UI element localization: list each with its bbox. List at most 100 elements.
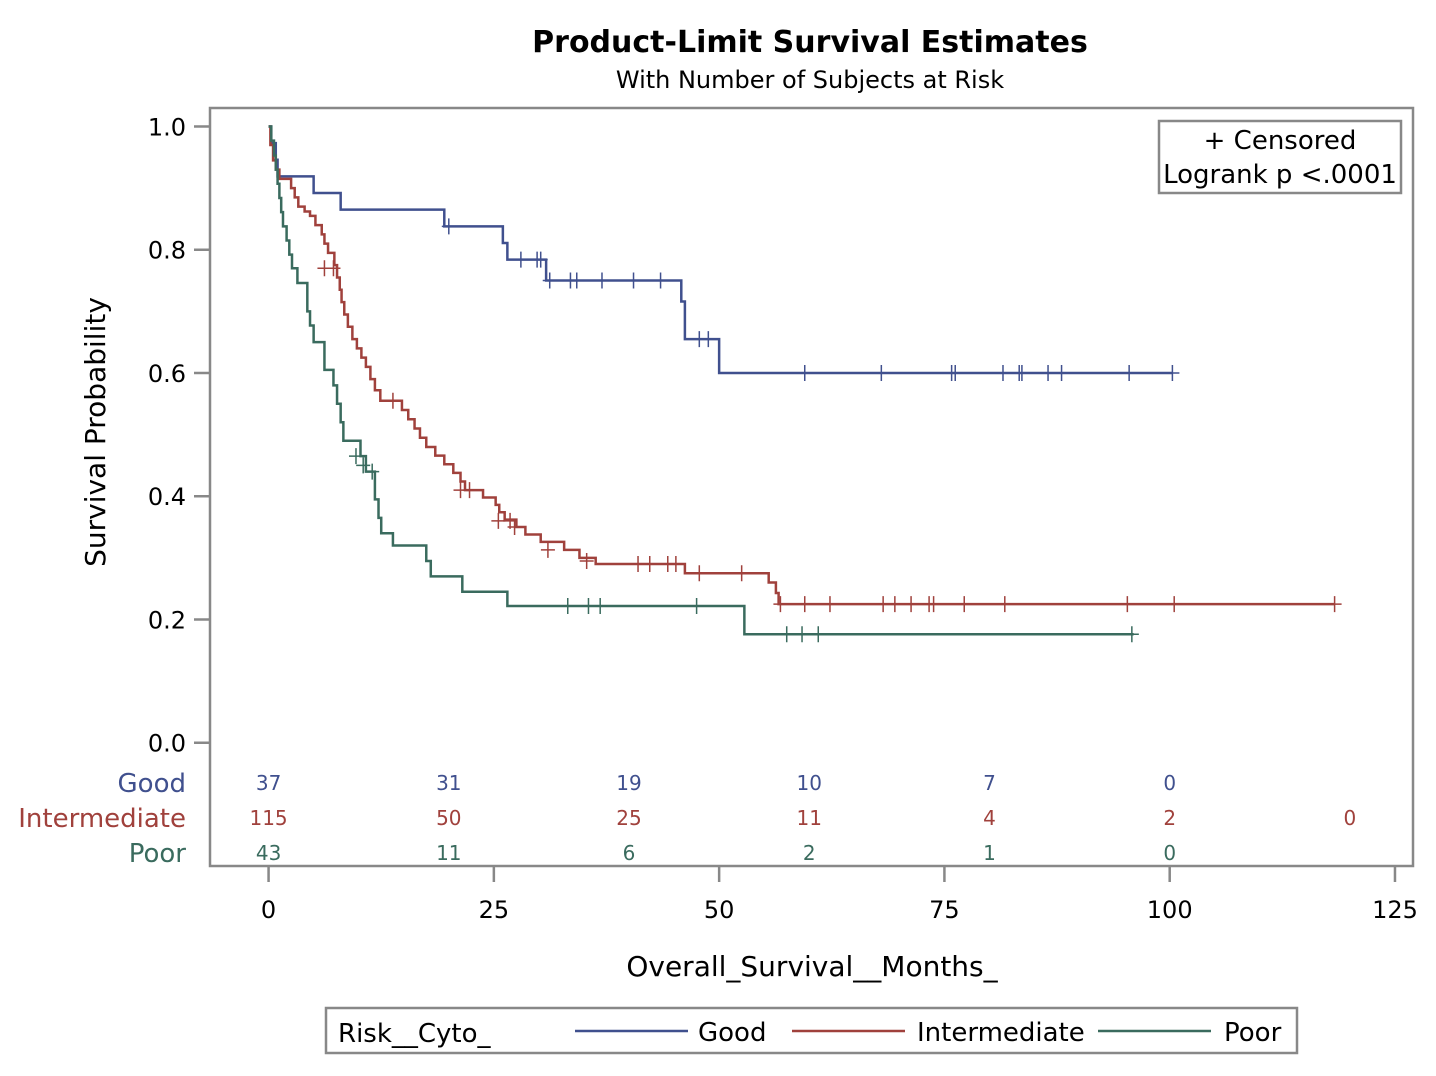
censor-mark [491, 512, 506, 529]
censor-mark [507, 519, 522, 536]
censor-mark [795, 626, 810, 643]
series-layer [268, 125, 1342, 643]
at-risk-count: 0 [1163, 771, 1176, 795]
censor-mark [797, 364, 812, 381]
censor-mark [734, 565, 749, 582]
chart-subtitle: With Number of Subjects at Risk [616, 66, 1004, 94]
legend-label-good: Good [698, 1018, 766, 1048]
x-axis: 0 25 50 75 100 125 [261, 866, 1418, 924]
censor-mark [631, 556, 646, 573]
censor-mark [581, 597, 596, 614]
at-risk-count: 10 [797, 771, 822, 795]
at-risk-count: 19 [616, 771, 641, 795]
censor-mark [926, 596, 941, 613]
x-tick-label: 100 [1147, 896, 1193, 924]
at-risk-count: 0 [1344, 806, 1357, 830]
censor-mark [1041, 364, 1056, 381]
censor-mark [1165, 364, 1180, 381]
x-tick-label: 0 [261, 896, 276, 924]
series-poor [268, 125, 1139, 643]
censor-mark [811, 626, 826, 643]
censor-mark [1120, 596, 1135, 613]
censor-mark [441, 218, 456, 235]
censored-note: + Censored [1204, 126, 1357, 156]
at-risk-count: 11 [436, 841, 461, 865]
censor-mark [701, 331, 716, 348]
censor-mark [569, 272, 584, 289]
censor-mark [326, 260, 341, 277]
at-risk-count: 1 [983, 841, 996, 865]
censor-mark [1167, 596, 1182, 613]
censor-mark [887, 596, 902, 613]
censor-mark [668, 556, 683, 573]
y-axis: 0.0 0.2 0.4 0.6 0.8 1.0 [148, 113, 210, 758]
plot-frame [208, 106, 1415, 868]
y-tick-label: 0.2 [148, 606, 186, 634]
at-risk-label-good: Good [118, 769, 186, 799]
censor-mark [365, 463, 380, 480]
censor-mark [653, 272, 668, 289]
survival-curve-good [268, 125, 1173, 375]
at-risk-count: 0 [1163, 841, 1176, 865]
y-axis-label: Survival Probability [79, 297, 112, 567]
censor-mark [689, 597, 704, 614]
censor-mark [560, 597, 575, 614]
censor-mark [1124, 626, 1139, 643]
at-risk-count: 43 [256, 841, 281, 865]
at-risk-count: 50 [436, 806, 461, 830]
survival-curve-poor [268, 125, 1134, 636]
censor-mark [692, 565, 707, 582]
series-intermediate [268, 125, 1342, 613]
y-tick-label: 0.6 [148, 360, 186, 388]
censor-mark [957, 596, 972, 613]
at-risk-label-intermediate: Intermediate [18, 804, 186, 834]
censor-mark [626, 272, 641, 289]
y-tick-label: 1.0 [148, 113, 186, 141]
censor-mark [642, 556, 657, 573]
censor-mark [822, 596, 837, 613]
censor-mark [356, 457, 371, 474]
censor-mark [1327, 596, 1342, 613]
x-tick-label: 50 [704, 896, 735, 924]
series-good [268, 125, 1180, 381]
censor-mark [1122, 364, 1137, 381]
censor-mark [1014, 364, 1029, 381]
censor-mark [533, 251, 548, 268]
x-tick-label: 25 [479, 896, 510, 924]
x-axis-label: Overall_Survival__Months_ [626, 950, 998, 983]
at-risk-count: 115 [249, 806, 287, 830]
legend-label-intermediate: Intermediate [917, 1018, 1085, 1048]
legend-title: Risk__Cyto_ [338, 1019, 492, 1049]
censor-mark [904, 596, 919, 613]
at-risk-count: 2 [803, 841, 816, 865]
y-tick-label: 0.0 [148, 730, 186, 758]
at-risk-count: 7 [983, 771, 996, 795]
censor-mark [773, 596, 788, 613]
at-risk-count: 6 [623, 841, 636, 865]
censor-mark [948, 364, 963, 381]
censor-mark [513, 251, 528, 268]
censor-mark [797, 596, 812, 613]
at-risk-count: 4 [983, 806, 996, 830]
x-tick-label: 125 [1372, 896, 1418, 924]
stats-inset: + Censored Logrank p <.0001 [1157, 119, 1403, 195]
censor-mark [385, 392, 400, 409]
logrank-note: Logrank p <.0001 [1163, 160, 1397, 190]
at-risk-count: 31 [436, 771, 461, 795]
stats-inset-box [1157, 119, 1403, 195]
legend: Risk__Cyto_ Good Intermediate Poor [324, 1006, 1299, 1055]
censor-mark [462, 482, 477, 499]
y-tick-label: 0.4 [148, 483, 186, 511]
censor-mark [348, 448, 363, 465]
censor-mark [995, 364, 1010, 381]
at-risk-count: 37 [256, 771, 281, 795]
censor-mark [876, 596, 891, 613]
x-tick-label: 75 [929, 896, 960, 924]
censor-mark [1054, 364, 1069, 381]
legend-label-poor: Poor [1224, 1018, 1282, 1048]
censor-mark [779, 626, 794, 643]
censor-mark [540, 541, 555, 558]
censor-mark [579, 552, 594, 569]
